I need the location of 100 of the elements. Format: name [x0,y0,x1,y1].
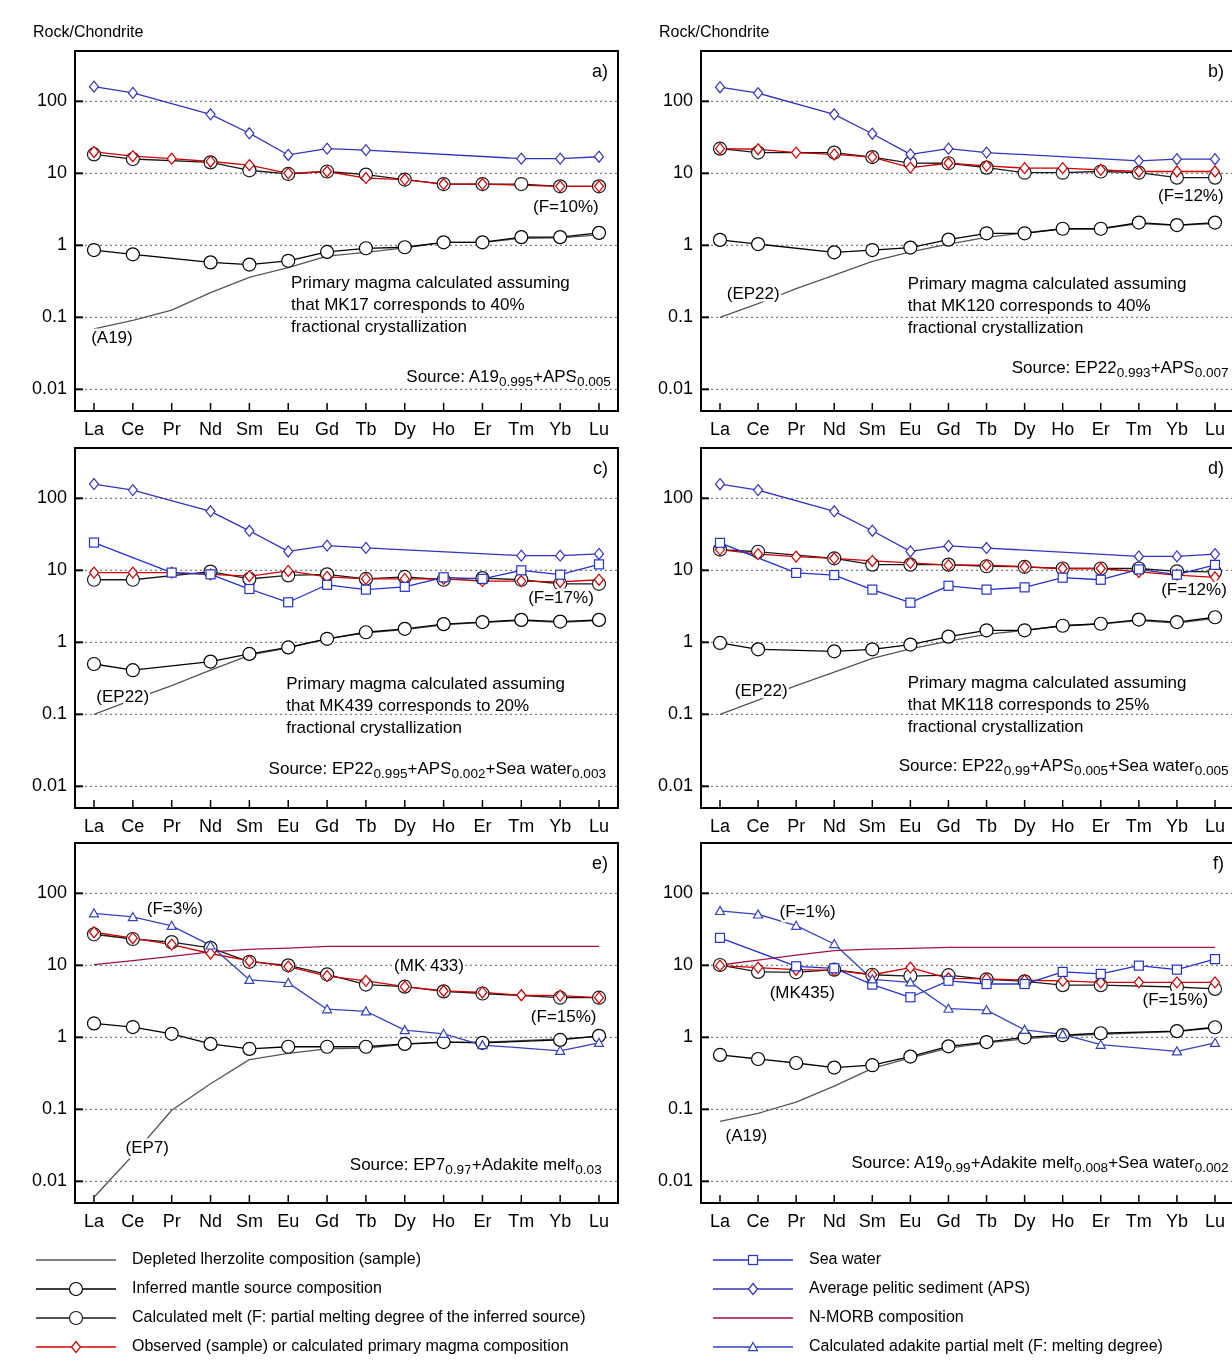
x-tick-label: Nd [199,1211,223,1231]
x-tick-label: Yb [549,1211,572,1231]
legend-label: Average pelitic sediment (APS) [809,1279,1031,1297]
x-tick-label: Gd [936,1211,961,1231]
point [358,241,374,256]
point [1209,548,1221,561]
x-tick-label: La [83,816,105,836]
point [244,524,255,537]
legend-label: Observed (sample) or calculated primary magma composition [132,1337,569,1355]
point [358,1039,374,1054]
y-tick-label: 1 [682,631,693,652]
annotation: (F=1%) [779,902,836,922]
annotation: Primary magma calculated assuming that MK439 corresponds to 20% fractional crystallization [286,674,565,738]
point [555,569,566,580]
point [1209,153,1221,166]
text: d) [1207,458,1224,478]
point [319,244,335,260]
point [360,541,372,554]
x-tick-label: Ce [746,816,770,836]
point [86,1016,102,1031]
x-tick-label: Sm [235,816,263,836]
annotation: Source: A19$_{0.995}$+APS$_{0.005}$ [406,367,611,389]
point [203,1036,218,1052]
annotation: (EP22) [726,284,780,304]
x-tick-label: Dy [393,816,416,836]
x-tick-label: Er [1091,419,1110,439]
x-tick-label: Nd [822,816,846,836]
x-tick-label: La [709,816,731,836]
point [1209,976,1221,989]
point [979,623,994,638]
y-tick-label: 1 [682,1026,693,1047]
x-tick-label: Ce [121,816,145,836]
point [593,150,605,163]
point [1095,1039,1106,1049]
point [358,625,374,640]
point [86,242,102,258]
point [593,1037,605,1047]
point [905,992,916,1003]
y-tick-label: 100 [662,487,693,508]
legend-label: Calculated adakite partial melt (F: melting degree) [809,1337,1163,1355]
point [903,240,918,255]
annotation: Primary magma calculated assuming that MK17 corresponds to 40% fractional crystallization [291,273,570,337]
point [791,550,802,563]
point [827,1060,842,1075]
x-tick-label: Tm [1125,1211,1152,1231]
point [1019,162,1030,175]
annotation: (F=10%) [533,197,599,217]
x-tick-label: Tb [976,816,998,836]
y-tick-label: 0.01 [31,378,67,399]
x-tick-label: Er [473,816,492,836]
point [827,245,842,260]
point [1171,153,1183,166]
x-tick-label: Dy [1013,1211,1036,1231]
x-tick-label: Eu [277,1211,300,1231]
y-tick-label: 100 [662,90,693,111]
point [865,242,880,258]
x-tick-label: Lu [1204,1211,1226,1231]
point [321,579,333,590]
y-tick-label: 1 [56,1026,67,1047]
point [360,974,372,987]
x-tick-label: Ce [746,419,770,439]
annotation: Source: EP22$_{0.99}$+APS$_{0.005}$+Sea water$_{0.005}$ [898,756,1229,778]
point [399,1025,410,1035]
point [979,226,994,241]
point [1093,616,1108,631]
x-tick-label: Gd [936,419,961,439]
x-tick-label: Ce [121,1211,145,1231]
legend-label: Calculated melt (F: partial melting degree of the inferred source) [132,1308,586,1326]
point [360,1006,372,1016]
point [905,148,916,161]
point [1019,1024,1030,1035]
y-tick-label: 100 [36,487,67,508]
y-tick-label: 0.1 [667,703,693,724]
x-tick-label: Sm [858,1211,886,1231]
text: f) [1213,853,1224,873]
legend-label: Inferred mantle source composition [132,1279,382,1297]
point [593,559,605,570]
x-tick-label: Gd [315,816,340,836]
point [205,940,216,950]
y-axis-title: Rock/Chondrite [659,23,770,40]
point [829,938,840,949]
y-tick-label: 100 [36,90,67,111]
point [1057,966,1068,978]
point [791,920,802,930]
x-tick-label: Ho [432,816,456,836]
x-tick-label: Ho [432,1211,456,1231]
y-tick-label: 1 [56,631,67,652]
x-tick-label: Sm [235,419,263,439]
point [438,1028,449,1038]
point [127,150,138,163]
point [516,989,527,1002]
point [714,478,726,491]
point [1169,1024,1185,1039]
x-tick-label: Yb [1165,419,1188,439]
point [1133,960,1144,971]
point [281,1039,296,1054]
point [321,539,333,552]
x-tick-label: La [83,419,105,439]
x-tick-label: Pr [162,1211,181,1231]
point [905,597,916,608]
